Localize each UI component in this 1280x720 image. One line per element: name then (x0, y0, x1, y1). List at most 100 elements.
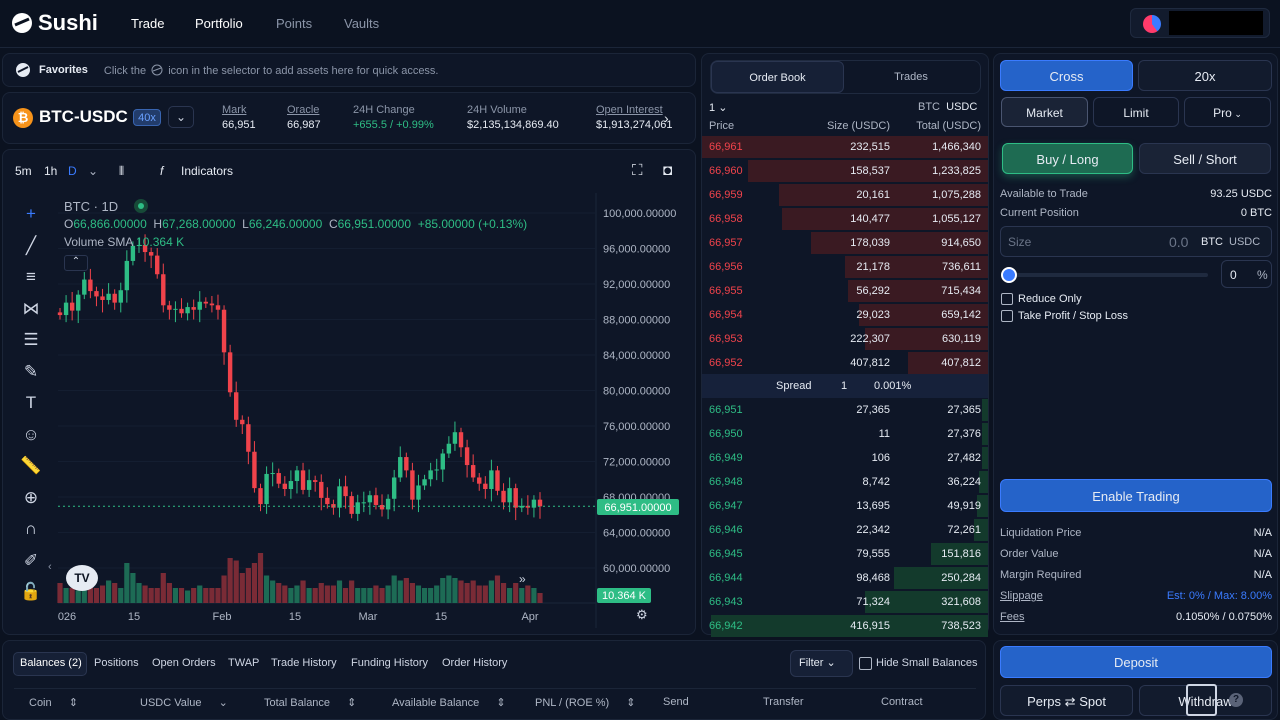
order-type-limit[interactable]: Limit (1093, 97, 1179, 127)
horizontal-lines-icon[interactable]: ≡ (26, 267, 36, 286)
size-slider-handle[interactable] (1001, 267, 1017, 283)
brand-logo[interactable]: Sushi (10, 10, 98, 36)
leverage-button[interactable]: 20x (1138, 60, 1272, 91)
ask-row[interactable]: 66,954 29,023 659,142 (702, 303, 988, 327)
filter-dropdown[interactable]: Filter ⌄ (790, 650, 853, 677)
size-slider-track[interactable] (1008, 273, 1208, 277)
ask-row[interactable]: 66,957 178,039 914,650 (702, 231, 988, 255)
chart-settings-gear-icon[interactable]: ⚙ (636, 607, 648, 622)
tab-twap[interactable]: TWAP (228, 657, 260, 669)
size-unit-btc[interactable]: BTC (1201, 236, 1223, 248)
pattern-icon[interactable]: ⋈ (22, 298, 40, 318)
bid-row[interactable]: 66,950 11 27,376 (702, 422, 988, 446)
pencil-lock-icon[interactable]: ✐ (23, 550, 39, 570)
tab-funding-history[interactable]: Funding History (351, 657, 429, 669)
bid-row[interactable]: 66,949 106 27,482 (702, 446, 988, 470)
order-type-market[interactable]: Market (1001, 97, 1088, 127)
bid-total: 738,523 (941, 620, 981, 632)
info-label[interactable]: Fees (1000, 611, 1025, 623)
trendline-icon[interactable]: ╱ (25, 235, 37, 255)
tab-order-book[interactable]: Order Book (711, 61, 844, 93)
col-coin[interactable]: Coin ⇕ (29, 696, 78, 709)
camera-icon[interactable]: ◘ (663, 162, 673, 179)
interval-d[interactable]: D (68, 164, 77, 178)
interval-5m[interactable]: 5m (15, 164, 32, 178)
crosshair-icon[interactable]: + (26, 204, 36, 223)
perps-spot-transfer-button[interactable]: Perps ⇄ Spot (1000, 685, 1133, 716)
magnet-icon[interactable]: ∩ (24, 519, 38, 538)
unit-toggle[interactable]: BTC USDC (918, 101, 977, 113)
tab-trade-history[interactable]: Trade History (271, 657, 337, 669)
reduce-only-checkbox[interactable] (1001, 293, 1013, 305)
wallet-button[interactable] (1130, 8, 1270, 38)
bid-row[interactable]: 66,948 8,742 36,224 (702, 470, 988, 494)
ask-row[interactable]: 66,956 21,178 736,611 (702, 255, 988, 279)
bid-row[interactable]: 66,947 13,695 49,919 (702, 494, 988, 518)
nav-points[interactable]: Points (276, 16, 313, 31)
enable-trading-button[interactable]: Enable Trading (1000, 479, 1272, 512)
tab-open-orders[interactable]: Open Orders (152, 657, 216, 669)
ask-row[interactable]: 66,958 140,477 1,055,127 (702, 207, 988, 231)
nav-vaults[interactable]: Vaults (344, 16, 380, 31)
fib-icon[interactable]: ☰ (23, 330, 39, 349)
nav-portfolio[interactable]: Portfolio (195, 16, 243, 31)
scroll-to-latest-icon[interactable]: » (519, 572, 526, 586)
sort-icon: ⇕ (68, 697, 78, 709)
text-icon[interactable]: T (25, 393, 37, 412)
ask-row[interactable]: 66,955 56,292 715,434 (702, 279, 988, 303)
bid-row[interactable]: 66,946 22,342 72,261 (702, 518, 988, 542)
tab-trades[interactable]: Trades (894, 71, 928, 83)
tpsl-checkbox[interactable] (1001, 310, 1013, 322)
col-total-balance[interactable]: Total Balance ⇕ (264, 696, 356, 709)
brush-icon[interactable]: ✎ (23, 361, 39, 381)
lock-icon[interactable]: 🔓 (20, 582, 42, 601)
tradingview-logo-icon[interactable]: TV (66, 565, 98, 591)
ask-row[interactable]: 66,952 407,812 407,812 (702, 351, 988, 375)
collapse-toolbar-icon[interactable]: ‹ (48, 561, 52, 573)
order-type-pro[interactable]: Pro ⌄ (1184, 97, 1271, 127)
collapse-legend-icon[interactable]: ⌃ (64, 255, 88, 271)
top-nav: Sushi Trade Portfolio Points Vaults (0, 0, 1280, 48)
emoji-icon[interactable]: ☺ (22, 424, 40, 444)
percent-input[interactable]: 0 % (1221, 260, 1272, 288)
bid-row[interactable]: 66,951 27,365 27,365 (702, 398, 988, 422)
tab-order-history[interactable]: Order History (442, 657, 508, 669)
bid-row[interactable]: 66,943 71,324 321,608 (702, 590, 988, 614)
market-selector-chevron-icon[interactable]: ⌄ (168, 106, 194, 128)
ask-row[interactable]: 66,953 222,307 630,119 (702, 327, 988, 351)
help-icon[interactable]: ? (1229, 693, 1243, 707)
col-available-balance[interactable]: Available Balance ⇕ (392, 696, 506, 709)
info-value: N/A (1253, 548, 1272, 560)
nav-trade[interactable]: Trade (131, 16, 165, 31)
sell-short-button[interactable]: Sell / Short (1139, 143, 1271, 174)
info-label[interactable]: Slippage (1000, 590, 1043, 602)
bid-row[interactable]: 66,942 416,915 738,523 (702, 614, 988, 638)
hide-small-checkbox[interactable] (859, 657, 872, 670)
deposit-button[interactable]: Deposit (1000, 646, 1272, 678)
col-pnl[interactable]: PNL / (ROE %) ⇕ (535, 696, 635, 709)
interval-1h[interactable]: 1h (44, 164, 58, 178)
zoom-in-icon[interactable]: ⊕ (23, 487, 39, 507)
tab-balances[interactable]: Balances (2) (20, 657, 82, 669)
ruler-icon[interactable]: 📏 (20, 456, 42, 475)
market-pair[interactable]: BTC-USDC (39, 107, 128, 126)
margin-mode-button[interactable]: Cross (1000, 60, 1133, 91)
grouping-select[interactable]: 1 ⌄ (709, 101, 727, 114)
bid-row[interactable]: 66,944 98,468 250,284 (702, 566, 988, 590)
bid-size: 79,555 (856, 548, 890, 560)
fullscreen-icon[interactable]: ⛶ (632, 162, 643, 179)
indicators-fx-icon[interactable]: f (160, 164, 164, 178)
buy-long-button[interactable]: Buy / Long (1002, 143, 1133, 174)
col-usdc-value[interactable]: USDC Value ⌄ (140, 696, 228, 709)
candle-type-icon[interactable]: ⫴ (119, 164, 125, 178)
size-input[interactable]: Size 0.0 BTC USDC (1000, 226, 1272, 257)
ask-row[interactable]: 66,961 232,515 1,466,340 (702, 135, 988, 159)
size-unit-usdc[interactable]: USDC (1229, 236, 1261, 248)
bid-row[interactable]: 66,945 79,555 151,816 (702, 542, 988, 566)
indicators-button[interactable]: Indicators (181, 164, 234, 178)
interval-dropdown-icon[interactable]: ⌄ (88, 164, 99, 178)
tab-positions[interactable]: Positions (94, 657, 139, 669)
scroll-right-chevron-icon[interactable]: › (664, 110, 669, 126)
ask-row[interactable]: 66,959 20,161 1,075,288 (702, 183, 988, 207)
ask-row[interactable]: 66,960 158,537 1,233,825 (702, 159, 988, 183)
